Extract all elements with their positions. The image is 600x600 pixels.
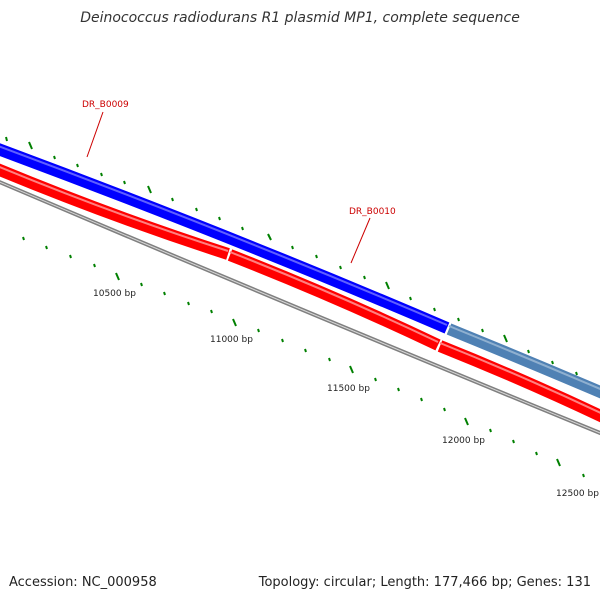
scale-label-12000: 12000 bp <box>442 436 485 446</box>
gene-label-DR_B0009[interactable]: DR_B0009 <box>82 100 129 110</box>
inner-ticks <box>22 236 585 478</box>
accession-text: Accession: NC_000958 <box>9 575 157 590</box>
scale-label-11000: 11000 bp <box>210 335 253 345</box>
gene-label-DR_B0010[interactable]: DR_B0010 <box>349 207 396 217</box>
reverse-gene-3[interactable] <box>437 340 600 423</box>
scale-labels: 10500 bp 11000 bp 11500 bp 12000 bp 1250… <box>93 289 599 499</box>
scale-label-12500: 12500 bp <box>556 489 599 499</box>
gene-label-leader-DR_B0009 <box>86 111 104 158</box>
scale-label-10500: 10500 bp <box>93 289 136 299</box>
gene-label-leader-DR_B0010 <box>350 217 371 264</box>
outer-ticks <box>5 136 578 376</box>
reverse-gene-2[interactable] <box>227 249 441 351</box>
scale-label-11500: 11500 bp <box>327 384 370 394</box>
forward-strand-genes <box>0 143 600 399</box>
backbone-track <box>0 180 600 436</box>
forward-gene-selected[interactable] <box>446 323 600 399</box>
forward-gene-DR_B0009-DR_B0010[interactable] <box>0 143 450 334</box>
reverse-strand-genes <box>0 163 600 423</box>
topology-text: Topology: circular; Length: 177,466 bp; … <box>258 575 591 590</box>
map-title: Deinococcus radiodurans R1 plasmid MP1, … <box>80 10 520 26</box>
reverse-gene-1[interactable] <box>0 163 230 260</box>
gene-labels: DR_B0009 DR_B0010 <box>82 100 396 264</box>
